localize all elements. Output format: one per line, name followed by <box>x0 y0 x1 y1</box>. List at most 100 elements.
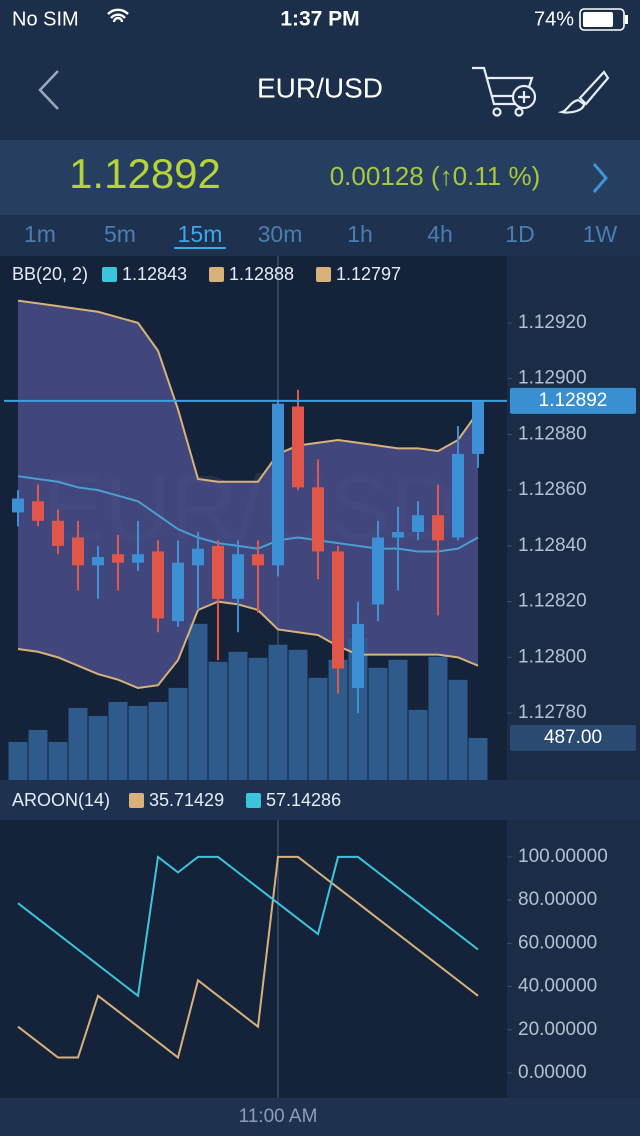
candle-body <box>472 400 484 454</box>
volume-bar <box>28 729 48 780</box>
candle-body <box>152 551 164 619</box>
legend-value: 35.71429 <box>149 790 224 810</box>
wifi-icon <box>107 8 129 23</box>
candle-body <box>192 548 204 566</box>
timeframe-tab[interactable]: 15m <box>178 221 223 247</box>
legend-swatch <box>129 793 144 808</box>
aroon-line <box>17 855 479 1060</box>
candle-body <box>132 554 144 563</box>
timeframe-tab[interactable]: 1m <box>24 221 56 247</box>
aroon-tick-label: 40.00000 <box>518 976 597 997</box>
aroon-tick-label: 100.00000 <box>518 846 608 867</box>
candle-body <box>252 554 264 566</box>
battery-outline <box>579 8 625 31</box>
quote-bg <box>0 140 640 215</box>
volume-bar <box>428 656 448 780</box>
clock: 1:37 PM <box>280 8 359 31</box>
candle-body <box>52 520 64 546</box>
aroon-header-bg <box>0 780 640 820</box>
candle-body <box>92 557 104 566</box>
candle-body <box>32 501 44 521</box>
candle-body <box>272 403 284 566</box>
volume-bar <box>468 737 488 780</box>
timeframe-tab[interactable]: 30m <box>258 221 303 247</box>
price-tick-label: 1.12820 <box>518 591 587 612</box>
volume-bar <box>388 659 408 780</box>
candle-body <box>72 537 84 566</box>
candle-body <box>292 406 304 488</box>
legend-value: 1.12843 <box>122 264 187 284</box>
volume-bar <box>328 659 348 780</box>
timeframe-tab[interactable]: 1D <box>505 221 534 247</box>
cart-button[interactable] <box>472 66 537 117</box>
timeframe-tabs: 1m 5m 15m 30m 1h 4h 1D 1W <box>24 221 618 249</box>
legend-swatch <box>246 793 261 808</box>
volume-label: 487.00 <box>544 727 602 748</box>
price-tick-label: 1.12900 <box>518 368 587 389</box>
top-bar-bg <box>0 0 640 140</box>
aroon-pane-bg <box>0 820 507 1098</box>
quote-price: 1.12892 <box>69 150 221 197</box>
aroon-line <box>17 855 479 998</box>
volume-bar <box>288 649 308 780</box>
volume-bar <box>368 667 388 780</box>
nav-title: EUR/USD <box>257 72 383 103</box>
legend-swatch <box>102 267 117 282</box>
volume-bar <box>448 679 468 780</box>
price-tick-label: 1.12920 <box>518 312 587 333</box>
battery-fill <box>583 12 613 27</box>
price-tick-label: 1.12880 <box>518 423 587 444</box>
timeframe-tab[interactable]: 5m <box>104 221 136 247</box>
volume-bar <box>168 687 188 780</box>
volume-bar <box>248 657 268 780</box>
legend-value: 1.12888 <box>229 264 294 284</box>
timeframe-tab[interactable]: 4h <box>427 221 453 247</box>
volume-bar <box>8 741 28 780</box>
volume-bar <box>208 661 228 780</box>
volume-bar <box>228 651 248 780</box>
volume-bar <box>68 707 88 780</box>
timeframe-tab[interactable]: 1h <box>347 221 373 247</box>
draw-button[interactable] <box>557 70 610 114</box>
volume-bar <box>48 741 68 780</box>
quote-detail-button[interactable] <box>592 163 608 193</box>
timeframe-tab[interactable]: 1W <box>583 221 618 247</box>
candle-body <box>412 515 424 532</box>
carrier: No SIM <box>12 8 79 30</box>
time-tick-label: 11:00 AM <box>239 1106 318 1127</box>
candle-body <box>172 562 184 622</box>
volume-bar <box>128 705 148 780</box>
battery-tip <box>625 15 628 24</box>
price-chart: EUR/USD11:00 AM1.129201.129001.128801.12… <box>4 256 636 1127</box>
bollinger-band-fill <box>18 300 478 689</box>
legend-swatch <box>316 267 331 282</box>
aroon-tick-label: 0.00000 <box>518 1062 587 1083</box>
volume-bar <box>108 701 128 780</box>
candle-body <box>12 498 24 513</box>
price-tick-label: 1.12780 <box>518 702 587 723</box>
volume-bar <box>408 709 428 780</box>
candle-body <box>212 545 224 599</box>
current-price-label: 1.12892 <box>539 390 608 411</box>
candle-body <box>452 453 464 538</box>
volume-bar <box>148 701 168 780</box>
aroon-axis-bg <box>507 820 640 1098</box>
price-tick-label: 1.12800 <box>518 646 587 667</box>
legend-value: 1.12797 <box>336 264 401 284</box>
candle-body <box>372 537 384 605</box>
back-button[interactable] <box>38 70 59 110</box>
candle-body <box>312 487 324 552</box>
aroon-tick-label: 60.00000 <box>518 932 597 953</box>
volume-tag <box>510 724 636 751</box>
bollinger-line <box>17 299 479 483</box>
volume-bar <box>268 644 288 780</box>
candle-body <box>112 554 124 563</box>
tabs-bg <box>0 215 640 256</box>
aroon-tick-label: 80.00000 <box>518 889 597 910</box>
indicator-title: BB(20, 2) <box>12 264 88 284</box>
candle-body <box>352 623 364 689</box>
aroon-chart: AROON(14) 35.71429 57.14286 100.00000 80.000… <box>12 790 608 1083</box>
legend-swatch <box>209 267 224 282</box>
time-axis-bg <box>0 1098 640 1136</box>
